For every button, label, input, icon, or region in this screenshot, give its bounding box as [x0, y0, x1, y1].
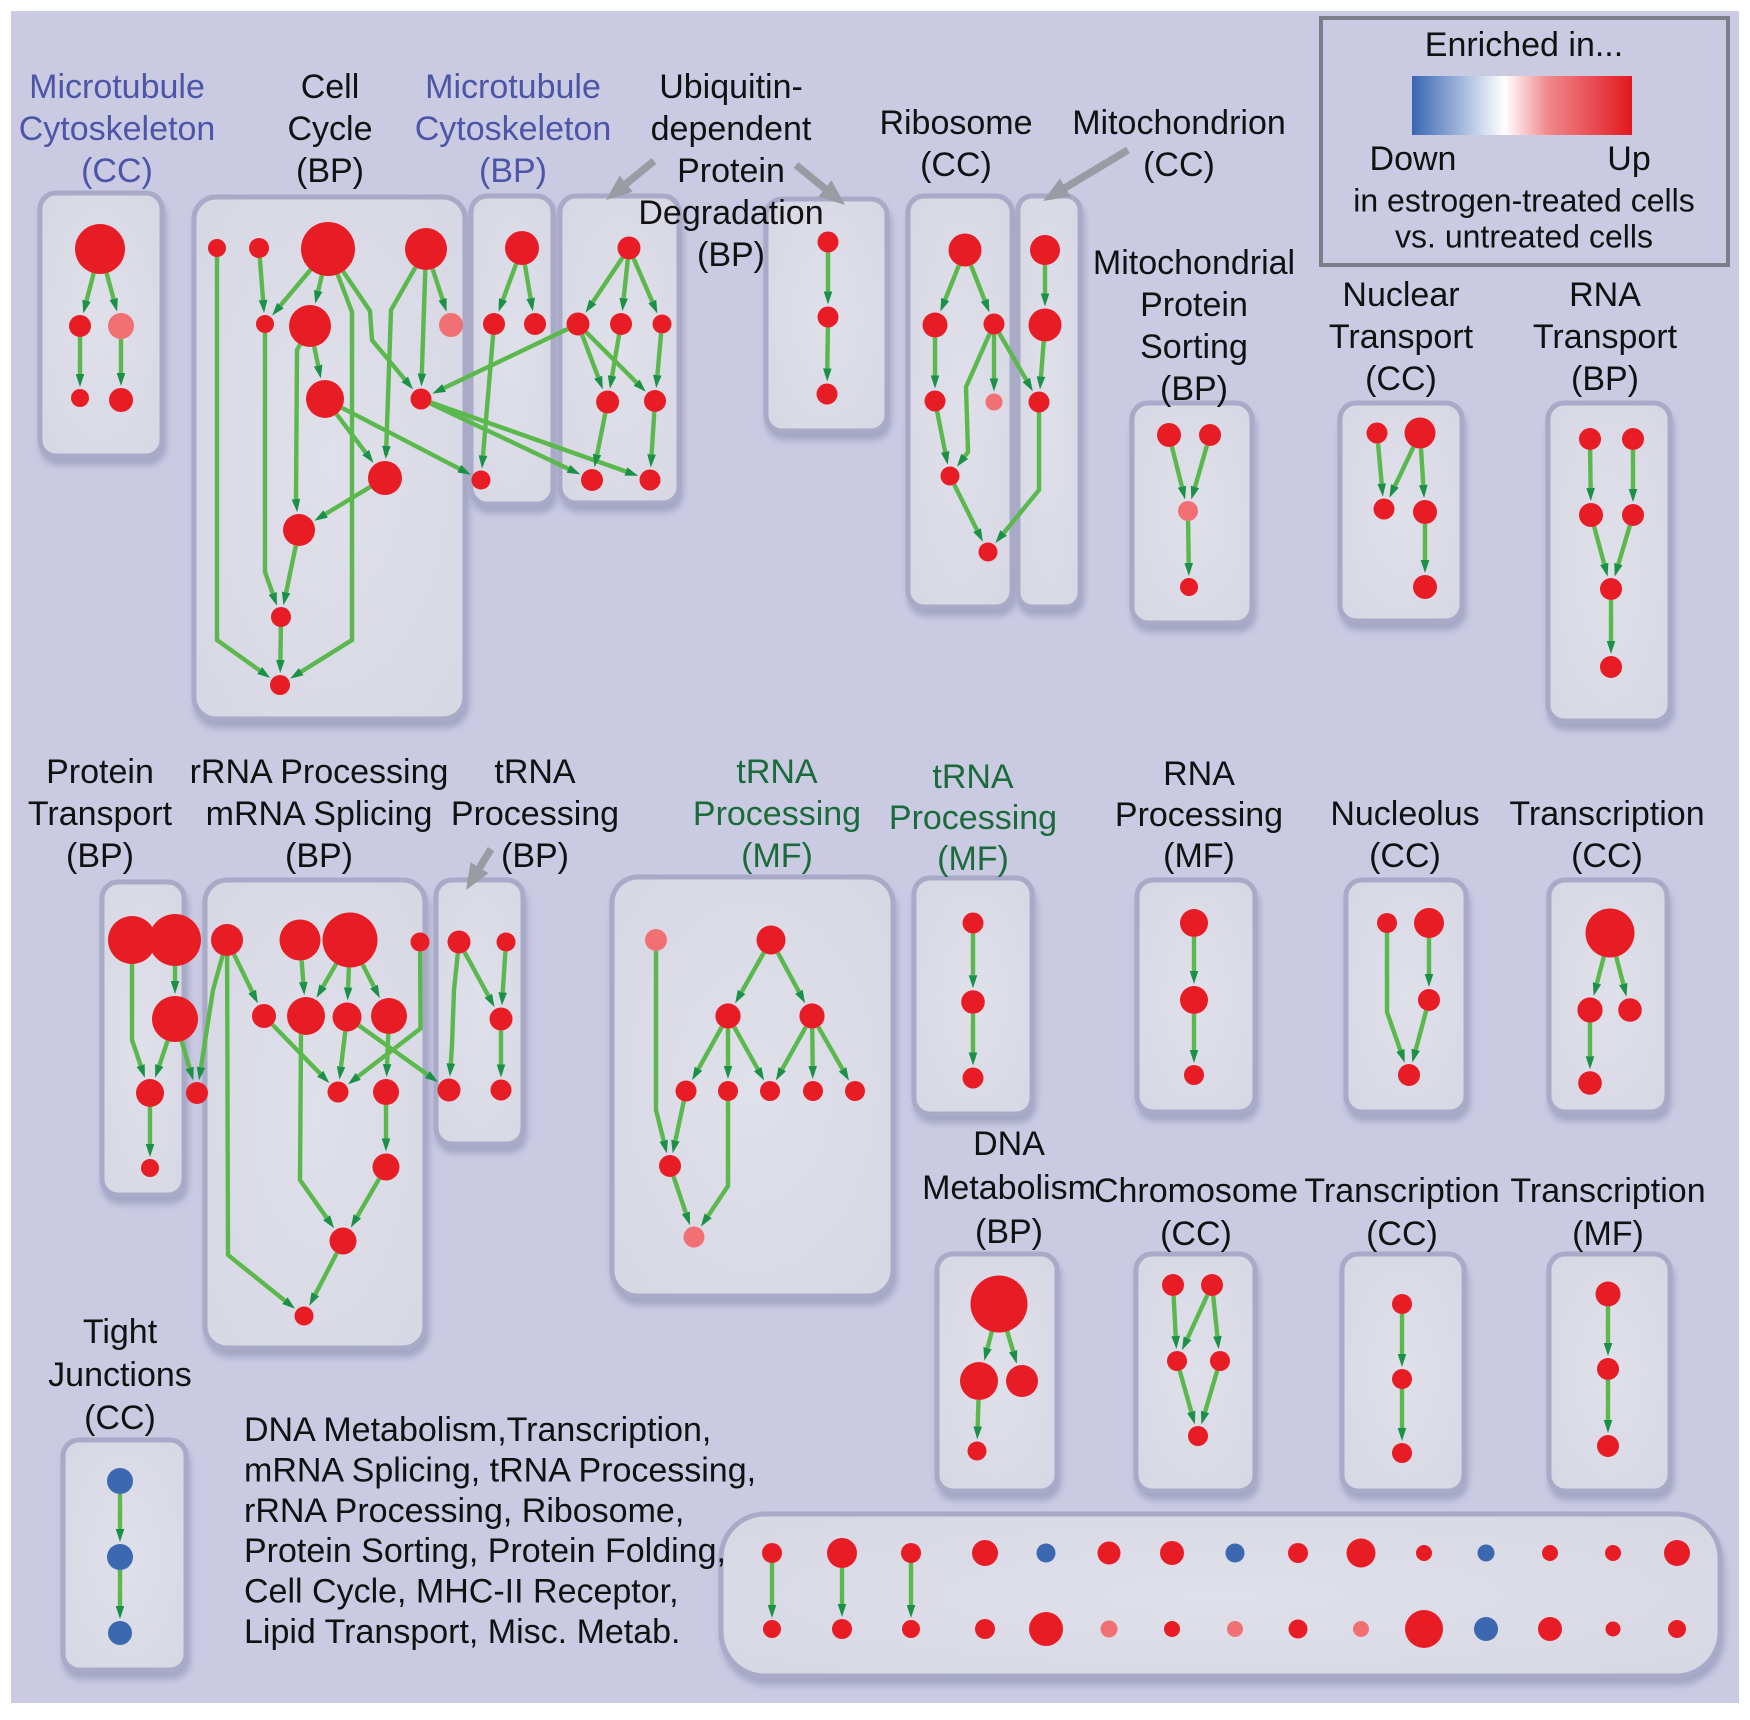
svg-text:(CC): (CC): [1571, 837, 1643, 875]
svg-text:(CC): (CC): [1365, 360, 1437, 398]
svg-text:Nuclear: Nuclear: [1342, 276, 1459, 314]
svg-text:mRNA Splicing, tRNA Processing: mRNA Splicing, tRNA Processing,: [244, 1451, 756, 1489]
svg-text:RNA: RNA: [1163, 755, 1235, 793]
svg-text:(BP): (BP): [1571, 360, 1639, 398]
svg-text:Processing: Processing: [1115, 796, 1283, 834]
svg-text:(BP): (BP): [285, 837, 353, 875]
svg-text:DNA Metabolism,Transcription,: DNA Metabolism,Transcription,: [244, 1411, 711, 1449]
svg-text:Ubiquitin-: Ubiquitin-: [659, 68, 803, 106]
svg-text:(CC): (CC): [1143, 146, 1215, 184]
svg-text:Enriched in...: Enriched in...: [1425, 26, 1623, 64]
svg-text:Up: Up: [1607, 140, 1650, 178]
svg-text:tRNA: tRNA: [736, 753, 818, 791]
svg-text:(BP): (BP): [479, 152, 547, 190]
svg-text:Ribosome: Ribosome: [879, 104, 1032, 142]
svg-text:Transcription: Transcription: [1304, 1172, 1499, 1210]
svg-text:dependent: dependent: [651, 110, 812, 148]
svg-text:Nucleolus: Nucleolus: [1330, 795, 1479, 833]
svg-text:Microtubule: Microtubule: [425, 68, 601, 106]
svg-text:(BP): (BP): [1160, 370, 1228, 408]
svg-text:Mitochondrial: Mitochondrial: [1093, 244, 1295, 282]
svg-text:in estrogen-treated cells: in estrogen-treated cells: [1353, 182, 1695, 218]
svg-text:tRNA: tRNA: [494, 753, 576, 791]
svg-text:(BP): (BP): [296, 152, 364, 190]
svg-text:Mitochondrion: Mitochondrion: [1072, 104, 1286, 142]
svg-text:Metabolism: Metabolism: [922, 1169, 1096, 1207]
svg-text:Chromosome: Chromosome: [1094, 1172, 1298, 1210]
svg-text:Protein Sorting, Protein Foldi: Protein Sorting, Protein Folding,: [244, 1532, 726, 1570]
svg-text:(CC): (CC): [1369, 837, 1441, 875]
svg-text:Cycle: Cycle: [287, 110, 372, 148]
svg-text:Tight: Tight: [83, 1313, 158, 1351]
svg-text:(MF): (MF): [1163, 837, 1235, 875]
svg-text:(MF): (MF): [741, 837, 813, 875]
svg-text:Processing: Processing: [451, 795, 619, 833]
svg-text:Transport: Transport: [1533, 318, 1678, 356]
svg-text:(BP): (BP): [501, 837, 569, 875]
svg-text:Down: Down: [1370, 140, 1457, 178]
svg-text:Transport: Transport: [1329, 318, 1474, 356]
svg-text:vs. untreated cells: vs. untreated cells: [1395, 218, 1653, 254]
svg-text:Sorting: Sorting: [1140, 328, 1248, 366]
svg-text:Protein: Protein: [1140, 286, 1248, 324]
svg-text:Processing: Processing: [693, 795, 861, 833]
svg-text:(CC): (CC): [1366, 1215, 1438, 1253]
svg-text:Cell: Cell: [301, 68, 360, 106]
svg-text:Lipid Transport, Misc. Metab.: Lipid Transport, Misc. Metab.: [244, 1613, 681, 1651]
svg-text:Transcription: Transcription: [1509, 795, 1704, 833]
svg-text:Cytoskeleton: Cytoskeleton: [415, 110, 612, 148]
svg-text:(CC): (CC): [920, 146, 992, 184]
svg-text:Cell Cycle, MHC-II Receptor,: Cell Cycle, MHC-II Receptor,: [244, 1573, 679, 1611]
svg-text:RNA: RNA: [1569, 276, 1641, 314]
svg-text:Transport: Transport: [28, 795, 173, 833]
svg-text:rRNA Processing: rRNA Processing: [190, 753, 449, 791]
svg-text:DNA: DNA: [973, 1125, 1045, 1163]
svg-text:Protein: Protein: [46, 753, 154, 791]
svg-text:(CC): (CC): [1160, 1215, 1232, 1253]
svg-text:Processing: Processing: [889, 799, 1057, 837]
svg-text:Cytoskeleton: Cytoskeleton: [19, 110, 216, 148]
svg-text:tRNA: tRNA: [932, 758, 1014, 796]
svg-text:(BP): (BP): [975, 1213, 1043, 1251]
svg-text:Protein: Protein: [677, 152, 785, 190]
svg-text:mRNA Splicing: mRNA Splicing: [206, 795, 433, 833]
svg-text:(BP): (BP): [697, 236, 765, 274]
svg-text:rRNA Processing, Ribosome,: rRNA Processing, Ribosome,: [244, 1492, 684, 1530]
svg-text:Degradation: Degradation: [638, 194, 823, 232]
svg-text:Junctions: Junctions: [48, 1356, 192, 1394]
svg-text:Microtubule: Microtubule: [29, 68, 205, 106]
svg-text:Transcription: Transcription: [1510, 1172, 1705, 1210]
svg-text:(CC): (CC): [81, 152, 153, 190]
svg-text:(MF): (MF): [937, 840, 1009, 878]
svg-text:(BP): (BP): [66, 837, 134, 875]
svg-text:(CC): (CC): [84, 1399, 156, 1437]
svg-text:(MF): (MF): [1572, 1215, 1644, 1253]
